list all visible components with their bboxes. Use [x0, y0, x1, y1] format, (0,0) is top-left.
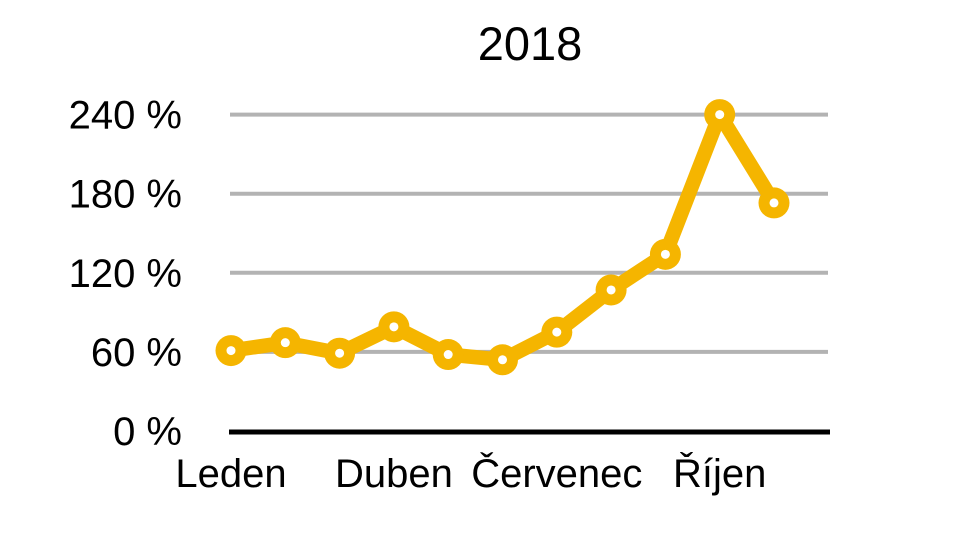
- x-tick-label: Duben: [335, 452, 453, 496]
- data-point-marker-hole: [226, 346, 236, 356]
- data-point-marker-hole: [769, 198, 779, 208]
- y-tick-label: 60 %: [91, 331, 182, 375]
- x-tick-label: Říjen: [673, 451, 766, 496]
- data-point-marker-hole: [606, 285, 616, 295]
- x-tick-label: Leden: [175, 452, 286, 496]
- data-point-marker-hole: [552, 327, 562, 337]
- data-line: [223, 107, 782, 368]
- data-point-marker-hole: [443, 350, 453, 360]
- y-tick-label: 120 %: [69, 252, 182, 296]
- y-tick-label: 240 %: [69, 94, 182, 138]
- data-point-marker-hole: [498, 355, 507, 365]
- data-point-marker-hole: [715, 110, 725, 120]
- data-point-marker-hole: [389, 322, 399, 332]
- x-tick-label: Červenec: [471, 451, 642, 496]
- y-tick-label: 0 %: [113, 410, 182, 454]
- data-point-marker-hole: [660, 249, 670, 259]
- data-point-marker-hole: [335, 348, 345, 358]
- data-point-marker-hole: [280, 338, 290, 348]
- chart-title: 2018: [477, 17, 583, 70]
- y-tick-label: 180 %: [69, 173, 182, 217]
